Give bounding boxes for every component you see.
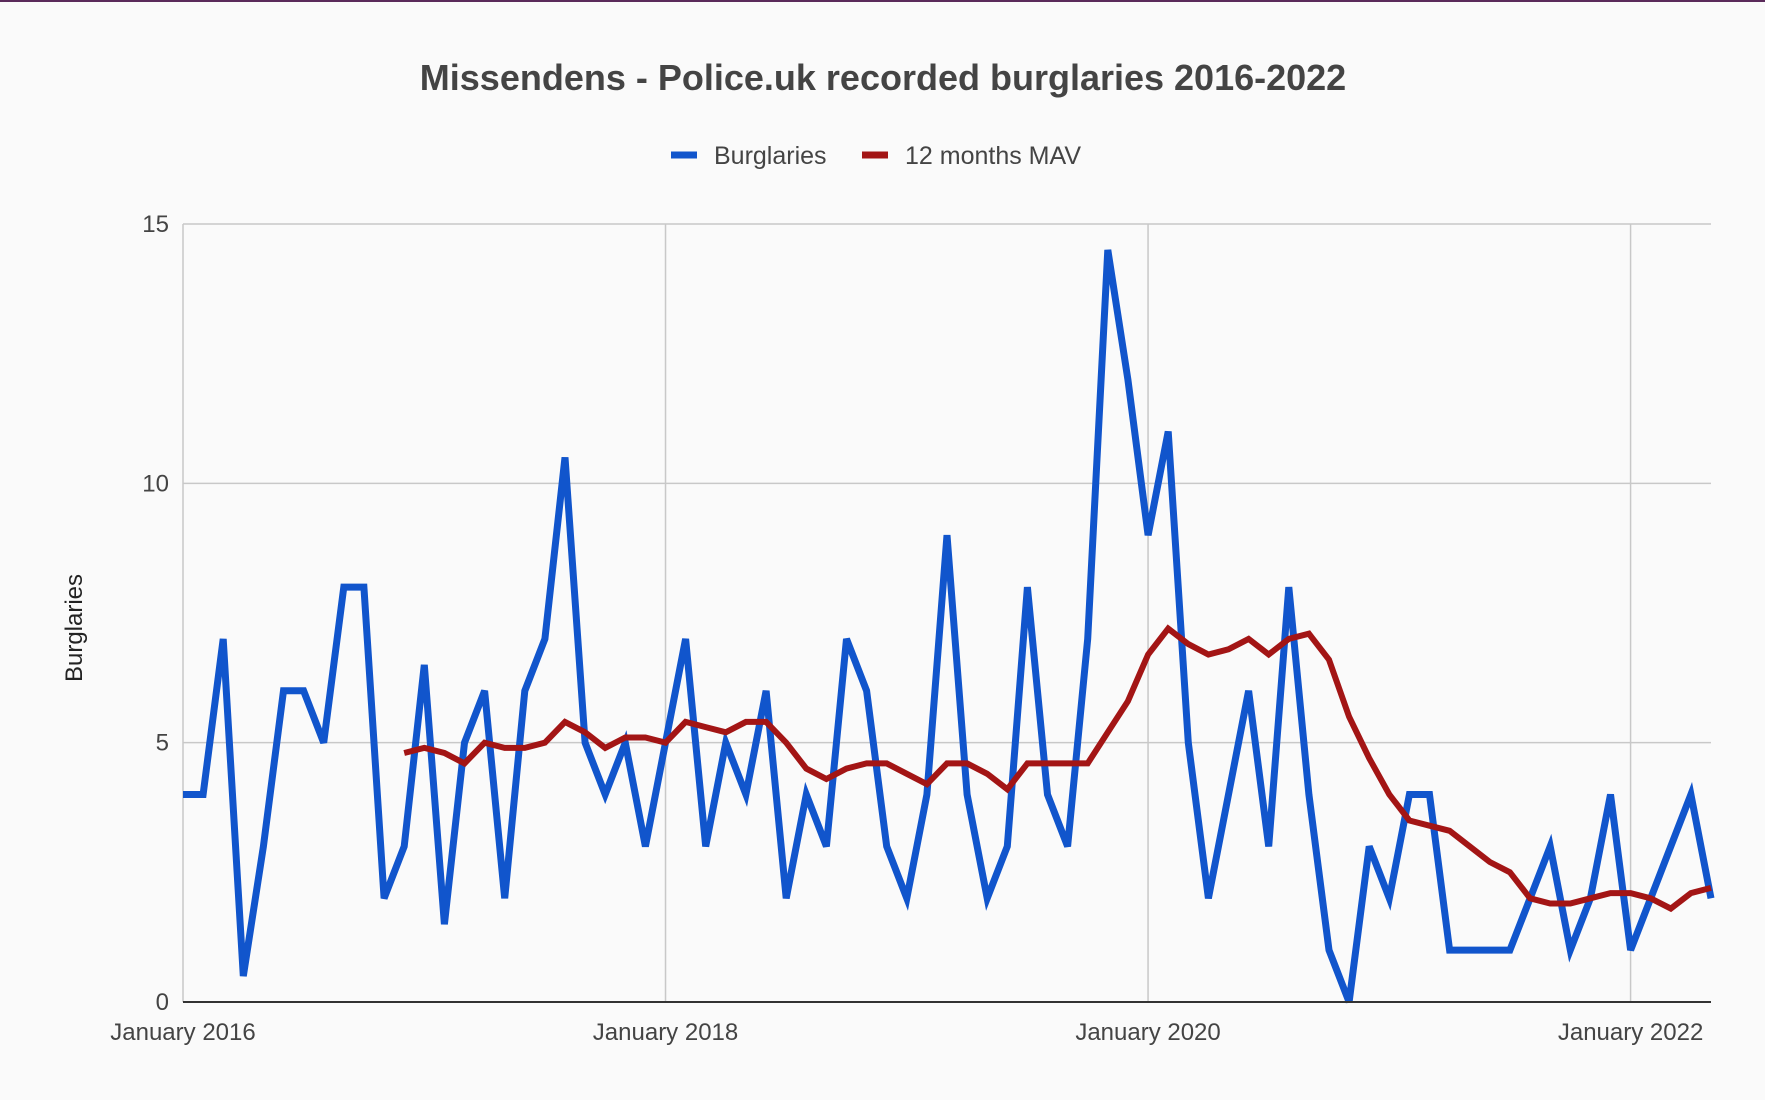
x-axis-ticks: January 2016 January 2018 January 2020 Janu… bbox=[110, 1019, 1703, 1046]
legend-label-burglaries: Burglaries bbox=[714, 142, 827, 170]
series-lines bbox=[183, 249, 1715, 1004]
x-tick-label: January 2022 bbox=[1558, 1019, 1703, 1046]
chart-title: Missendens - Police.uk recorded burglari… bbox=[420, 57, 1346, 98]
x-tick-label: January 2020 bbox=[1075, 1019, 1220, 1046]
gridlines bbox=[182, 223, 1711, 1002]
y-tick-label: 15 bbox=[142, 211, 169, 238]
y-tick-label: 0 bbox=[156, 989, 169, 1016]
y-axis-ticks: 0 5 10 15 bbox=[142, 211, 169, 1016]
series-line-12-months-mav bbox=[403, 624, 1712, 913]
y-axis-label: Burglaries bbox=[61, 574, 88, 682]
legend-label-mav: 12 months MAV bbox=[905, 142, 1081, 170]
x-tick-label: January 2018 bbox=[593, 1019, 738, 1046]
y-tick-label: 5 bbox=[156, 730, 169, 757]
legend: Burglaries 12 months MAV bbox=[671, 142, 1081, 170]
x-tick-label: January 2016 bbox=[110, 1019, 255, 1046]
top-border bbox=[0, 0, 1765, 2]
y-tick-label: 10 bbox=[142, 470, 169, 497]
series-line-burglaries bbox=[183, 249, 1715, 1004]
